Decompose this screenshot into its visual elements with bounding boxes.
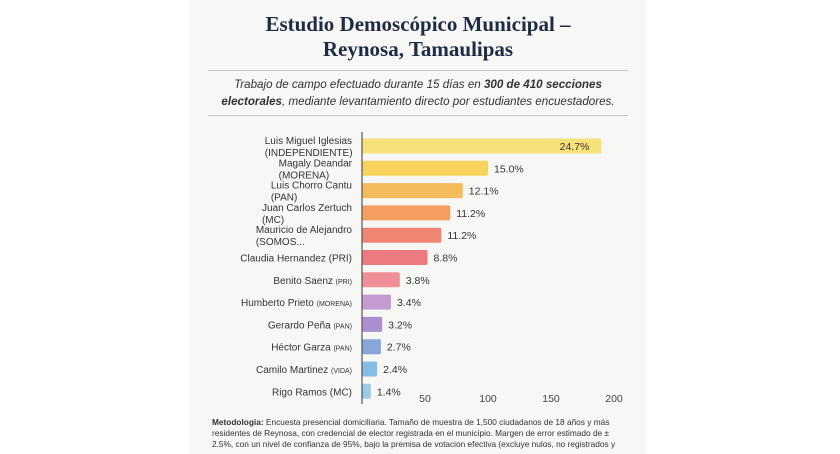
bar-chart: 24.7% Luis Miguel Iglesias(INDEPENDIENTE)… bbox=[240, 132, 623, 405]
bar-10 bbox=[362, 361, 378, 377]
data-label-9: 2.7% bbox=[387, 342, 411, 354]
x-tick-label-2: 150 bbox=[542, 393, 560, 405]
methodology-note: Metodología: Encuesta presencial domicil… bbox=[212, 417, 632, 454]
methodology-text: Encuesta presencial domiciliaria. Tamaño… bbox=[212, 417, 616, 449]
bar-11 bbox=[362, 383, 371, 399]
bar-7 bbox=[362, 294, 391, 310]
data-label-11: 1.4% bbox=[377, 386, 401, 398]
report-card: Estudio Demoscópico Municipal – Reynosa,… bbox=[190, 0, 646, 454]
subtitle-bold: 300 de 410 secciones electorales bbox=[221, 78, 602, 108]
x-tick-label-3: 200 bbox=[605, 393, 623, 405]
category-label-2: Luis Chorro Cantu bbox=[271, 181, 352, 192]
bar-5 bbox=[362, 250, 428, 265]
data-label-7: 3.4% bbox=[397, 297, 421, 309]
category-label-6: Benito Saenz (PRI) bbox=[273, 276, 352, 287]
bar-2 bbox=[362, 183, 463, 199]
category-label-7: Humberto Prieto (MORENA) bbox=[241, 298, 352, 309]
data-label-4: 11.2% bbox=[447, 230, 476, 242]
x-tick-label-1: 100 bbox=[479, 393, 497, 405]
category-label-3: Juan Carlos Zertuch bbox=[262, 203, 352, 214]
category-party-2: (PAN) bbox=[271, 193, 297, 204]
subtitle: Trabajo de campo efectuado durante 15 dí… bbox=[208, 76, 628, 110]
data-label-3: 11.2% bbox=[456, 208, 485, 220]
subtitle-box: Trabajo de campo efectuado durante 15 dí… bbox=[208, 70, 628, 116]
bar-3 bbox=[362, 205, 451, 221]
page-title: Estudio Demoscópico Municipal – Reynosa,… bbox=[190, 12, 646, 62]
bar-4 bbox=[362, 227, 442, 243]
subtitle-text-1: Trabajo de campo efectuado durante 15 dí… bbox=[234, 78, 484, 91]
data-label-8: 3.2% bbox=[388, 319, 412, 331]
data-label-2: 12.1% bbox=[469, 186, 499, 198]
subtitle-text-2: , mediante levantamiento directo por est… bbox=[282, 95, 615, 108]
bar-8 bbox=[362, 316, 383, 332]
category-party-0: (INDEPENDIENTE) bbox=[265, 148, 353, 159]
category-label-8: Gerardo Peña (PAN) bbox=[268, 320, 352, 331]
data-label-0: 24.7% bbox=[560, 141, 590, 153]
title-line-1: Estudio Demoscópico Municipal – bbox=[265, 12, 571, 36]
category-label-10: Camilo Martinez (VIDA) bbox=[256, 365, 352, 376]
data-label-5: 8.8% bbox=[434, 253, 458, 265]
bar-0 bbox=[362, 138, 602, 154]
data-label-6: 3.8% bbox=[406, 275, 430, 287]
category-label-0: Luis Miguel Iglesias bbox=[265, 136, 352, 147]
category-label-11: Rigo Ramos (MC) bbox=[272, 387, 352, 398]
category-party-4: (SOMOS... bbox=[256, 237, 305, 248]
category-label-4: Mauricio de Alejandro bbox=[256, 225, 353, 236]
data-label-10: 2.4% bbox=[383, 364, 407, 376]
data-label-1: 15.0% bbox=[494, 163, 524, 175]
title-line-2: Reynosa, Tamaulipas bbox=[322, 37, 514, 61]
bar-1 bbox=[362, 160, 488, 176]
bar-9 bbox=[362, 339, 381, 355]
x-tick-label-0: 50 bbox=[419, 393, 431, 405]
category-label-1: Magaly Deandar bbox=[279, 158, 353, 169]
methodology-label: Metodología: bbox=[212, 417, 264, 427]
category-label-5: Claudia Hernandez (PRI) bbox=[240, 254, 352, 265]
category-label-9: Héctor Garza (PAN) bbox=[271, 343, 352, 354]
category-party-1: (MORENA) bbox=[279, 170, 330, 181]
bar-6 bbox=[362, 272, 400, 288]
category-party-3: (MC) bbox=[262, 215, 284, 226]
